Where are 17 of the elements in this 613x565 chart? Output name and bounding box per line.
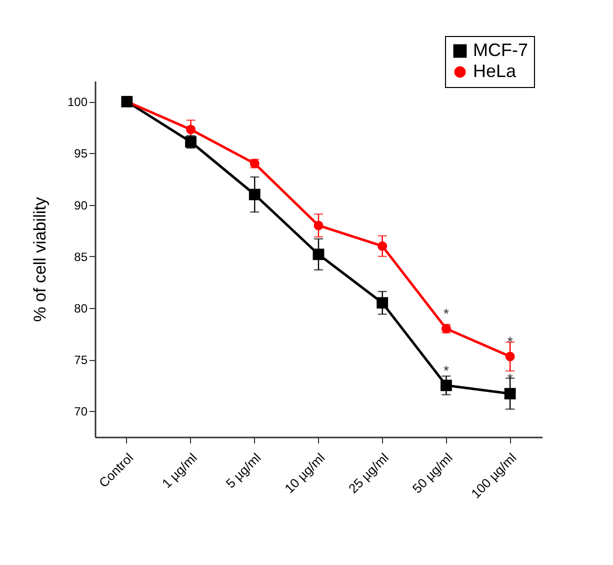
y-tick-label: 85 — [74, 250, 88, 264]
annotation: * — [443, 306, 450, 322]
y-tick-label: 90 — [74, 198, 88, 212]
point — [312, 248, 324, 260]
y-axis-title: % of cell viability — [30, 196, 50, 322]
legend-label: MCF-7 — [473, 40, 528, 60]
point — [504, 388, 516, 400]
point — [248, 188, 260, 200]
point — [440, 380, 452, 392]
y-tick-label: 75 — [74, 353, 88, 368]
y-tick-label: 80 — [74, 302, 88, 316]
legend-label: HeLa — [473, 61, 518, 81]
y-tick-label: 95 — [74, 146, 88, 161]
y-tick-label: 100 — [67, 95, 88, 110]
point — [376, 297, 388, 309]
y-tick-label: 70 — [74, 404, 88, 419]
annotation: * — [443, 362, 450, 378]
